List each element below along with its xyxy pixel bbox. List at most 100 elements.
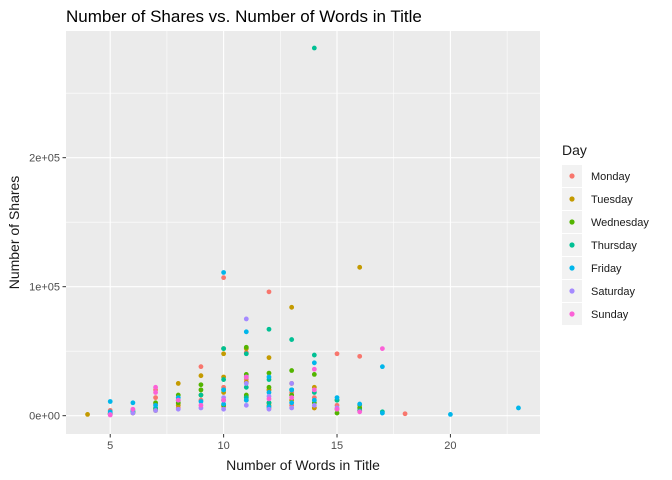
- minor-gridlines: [66, 31, 540, 434]
- point-wednesday: [266, 384, 272, 390]
- x-tick-label: 15: [331, 440, 343, 452]
- point-monday: [221, 275, 227, 281]
- point-wednesday: [289, 368, 295, 373]
- point-saturday: [266, 406, 272, 412]
- point-friday: [357, 401, 363, 407]
- point-sunday: [130, 406, 136, 412]
- point-saturday: [130, 410, 136, 416]
- point-friday: [379, 410, 385, 416]
- point-thursday: [311, 352, 317, 358]
- point-friday: [266, 374, 272, 380]
- point-friday: [221, 401, 227, 407]
- data-points: [85, 45, 521, 418]
- legend-label-thursday: Thursday: [591, 240, 637, 252]
- legend-swatch-wednesday: [569, 219, 575, 225]
- x-tick-label: 10: [217, 440, 229, 452]
- y-axis-ticks: 0e+00 1e+05 2e+05: [29, 153, 66, 423]
- y-tick-label: 0e+00: [29, 411, 60, 423]
- point-friday: [198, 399, 204, 404]
- point-sunday: [198, 402, 204, 408]
- point-sunday: [243, 374, 249, 380]
- major-gridlines: [66, 31, 540, 434]
- x-tick-label: 5: [107, 440, 113, 452]
- x-tick-label: 20: [444, 440, 456, 452]
- legend-swatch-tuesday: [569, 196, 575, 202]
- legend-label-friday: Friday: [591, 263, 622, 275]
- point-saturday: [289, 405, 295, 411]
- point-thursday: [243, 351, 249, 357]
- point-saturday: [175, 406, 181, 412]
- point-sunday: [334, 406, 340, 412]
- point-tuesday: [175, 381, 181, 386]
- point-thursday: [311, 45, 317, 51]
- legend-swatch-saturday: [569, 288, 575, 294]
- point-friday: [130, 400, 136, 406]
- point-wednesday: [198, 387, 204, 393]
- point-monday: [153, 395, 158, 401]
- point-friday: [516, 405, 521, 411]
- legend-swatch-thursday: [569, 242, 575, 248]
- point-sunday: [289, 395, 295, 401]
- point-monday: [402, 411, 408, 417]
- legend-label-tuesday: Tuesday: [591, 194, 633, 206]
- point-friday: [221, 270, 227, 275]
- point-friday: [266, 390, 272, 395]
- point-sunday: [379, 346, 385, 352]
- point-thursday: [266, 400, 272, 406]
- legend-title: Day: [562, 142, 587, 158]
- point-monday: [357, 353, 363, 359]
- x-axis-ticks: 5 10 15 20: [107, 434, 457, 452]
- point-saturday: [243, 381, 249, 386]
- point-sunday: [266, 396, 272, 402]
- point-thursday: [221, 377, 227, 382]
- point-saturday: [153, 408, 158, 413]
- y-tick-label: 2e+05: [29, 153, 60, 165]
- point-friday: [311, 397, 317, 403]
- point-thursday: [243, 384, 249, 390]
- legend-label-monday: Monday: [591, 171, 631, 183]
- point-tuesday: [289, 304, 295, 310]
- point-friday: [334, 395, 340, 401]
- point-friday: [107, 399, 113, 404]
- point-wednesday: [243, 344, 249, 350]
- point-sunday: [153, 390, 158, 395]
- point-wednesday: [311, 372, 317, 377]
- point-friday: [289, 387, 295, 393]
- point-friday: [311, 360, 317, 366]
- point-tuesday: [266, 355, 272, 361]
- point-saturday: [311, 402, 317, 408]
- point-sunday: [153, 384, 158, 390]
- point-tuesday: [357, 264, 363, 270]
- point-sunday: [175, 397, 181, 403]
- point-wednesday: [334, 410, 340, 416]
- point-friday: [221, 387, 227, 393]
- point-sunday: [107, 412, 113, 418]
- legend-swatch-monday: [569, 173, 575, 179]
- point-sunday: [311, 387, 317, 393]
- point-monday: [198, 364, 204, 370]
- point-thursday: [266, 326, 272, 332]
- point-tuesday: [198, 373, 204, 379]
- legend-swatch-friday: [569, 265, 575, 271]
- legend-swatch-sunday: [569, 311, 575, 317]
- point-friday: [448, 411, 453, 417]
- y-tick-label: 1e+05: [29, 282, 60, 294]
- point-friday: [289, 400, 295, 406]
- y-axis-label: Number of Shares: [6, 176, 22, 290]
- point-saturday: [221, 406, 227, 412]
- point-sunday: [357, 409, 363, 415]
- point-friday: [243, 397, 249, 403]
- legend-label-sunday: Sunday: [591, 309, 629, 321]
- plot-panel: [66, 31, 540, 434]
- point-monday: [266, 289, 272, 295]
- legend-label-saturday: Saturday: [591, 286, 636, 298]
- point-friday: [153, 402, 158, 408]
- point-friday: [243, 329, 249, 335]
- point-friday: [379, 364, 385, 370]
- point-saturday: [289, 381, 295, 386]
- point-wednesday: [266, 370, 272, 376]
- legend-label-wednesday: Wednesday: [591, 217, 649, 229]
- point-sunday: [311, 366, 317, 372]
- point-thursday: [289, 337, 295, 342]
